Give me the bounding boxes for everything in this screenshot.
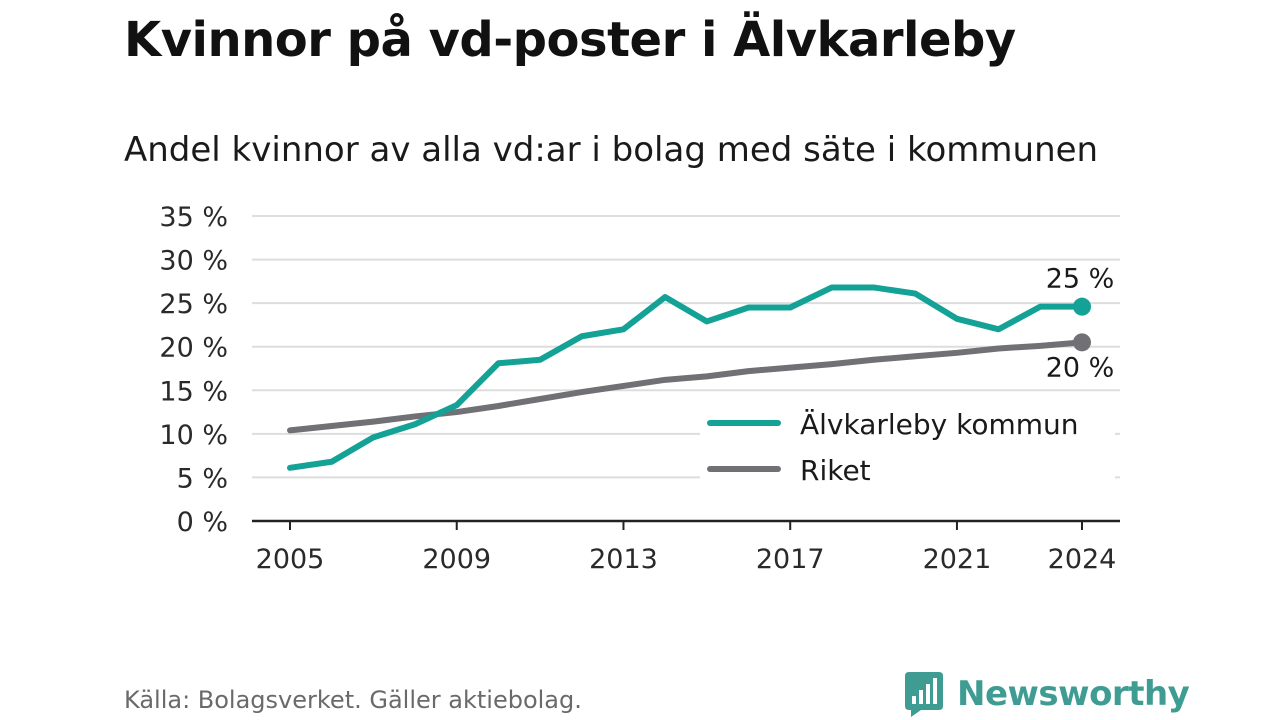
y-tick-label: 20 %	[159, 333, 228, 364]
newsworthy-logo-icon	[905, 672, 943, 717]
brand-logo: Newsworthy	[903, 670, 1190, 718]
end-labels: 25 % 20 %	[1046, 264, 1115, 384]
y-tick-label: 30 %	[159, 246, 228, 277]
series-line-riket	[287, 339, 1085, 434]
y-tick-label: 35 %	[159, 202, 228, 233]
x-tick-label: 2021	[923, 544, 992, 575]
source-note: Källa: Bolagsverket. Gäller aktiebolag.	[124, 686, 582, 714]
y-tick-label: 10 %	[159, 420, 228, 451]
series-lines	[287, 284, 1091, 471]
chart-title: Kvinnor på vd-poster i Älvkarleby	[124, 12, 1016, 68]
y-tick-label: 25 %	[159, 289, 228, 320]
y-tick-label: 5 %	[177, 463, 228, 494]
grid-lines	[252, 215, 1120, 479]
chart-subtitle: Andel kvinnor av alla vd:ar i bolag med …	[124, 130, 1099, 170]
y-tick-label: 15 %	[159, 376, 228, 407]
legend-label-alvkarleby: Älvkarleby kommun	[800, 408, 1079, 441]
legend-label-riket: Riket	[800, 454, 871, 487]
legend: Älvkarleby kommun Riket	[700, 400, 1115, 492]
x-tick-label: 2009	[422, 544, 491, 575]
x-tick-label: 2024	[1048, 544, 1117, 575]
series-line-alvkarleby	[287, 284, 1085, 471]
legend-background	[700, 400, 1115, 492]
end-point-riket	[1073, 333, 1091, 352]
brand-name: Newsworthy	[957, 674, 1190, 714]
x-axis: 2005 2009 2013 2017 2021 2024	[252, 519, 1120, 575]
end-label-alvkarleby: 25 %	[1046, 264, 1115, 295]
end-point-alvkarleby	[1073, 297, 1091, 316]
x-tick-label: 2013	[589, 544, 658, 575]
y-axis-tick-labels: 0 % 5 % 10 % 15 % 20 % 25 % 30 % 35 %	[159, 202, 228, 538]
x-tick-label: 2005	[256, 544, 325, 575]
x-tick-label: 2017	[756, 544, 825, 575]
y-tick-label: 0 %	[177, 507, 228, 538]
end-label-riket: 20 %	[1046, 352, 1115, 383]
